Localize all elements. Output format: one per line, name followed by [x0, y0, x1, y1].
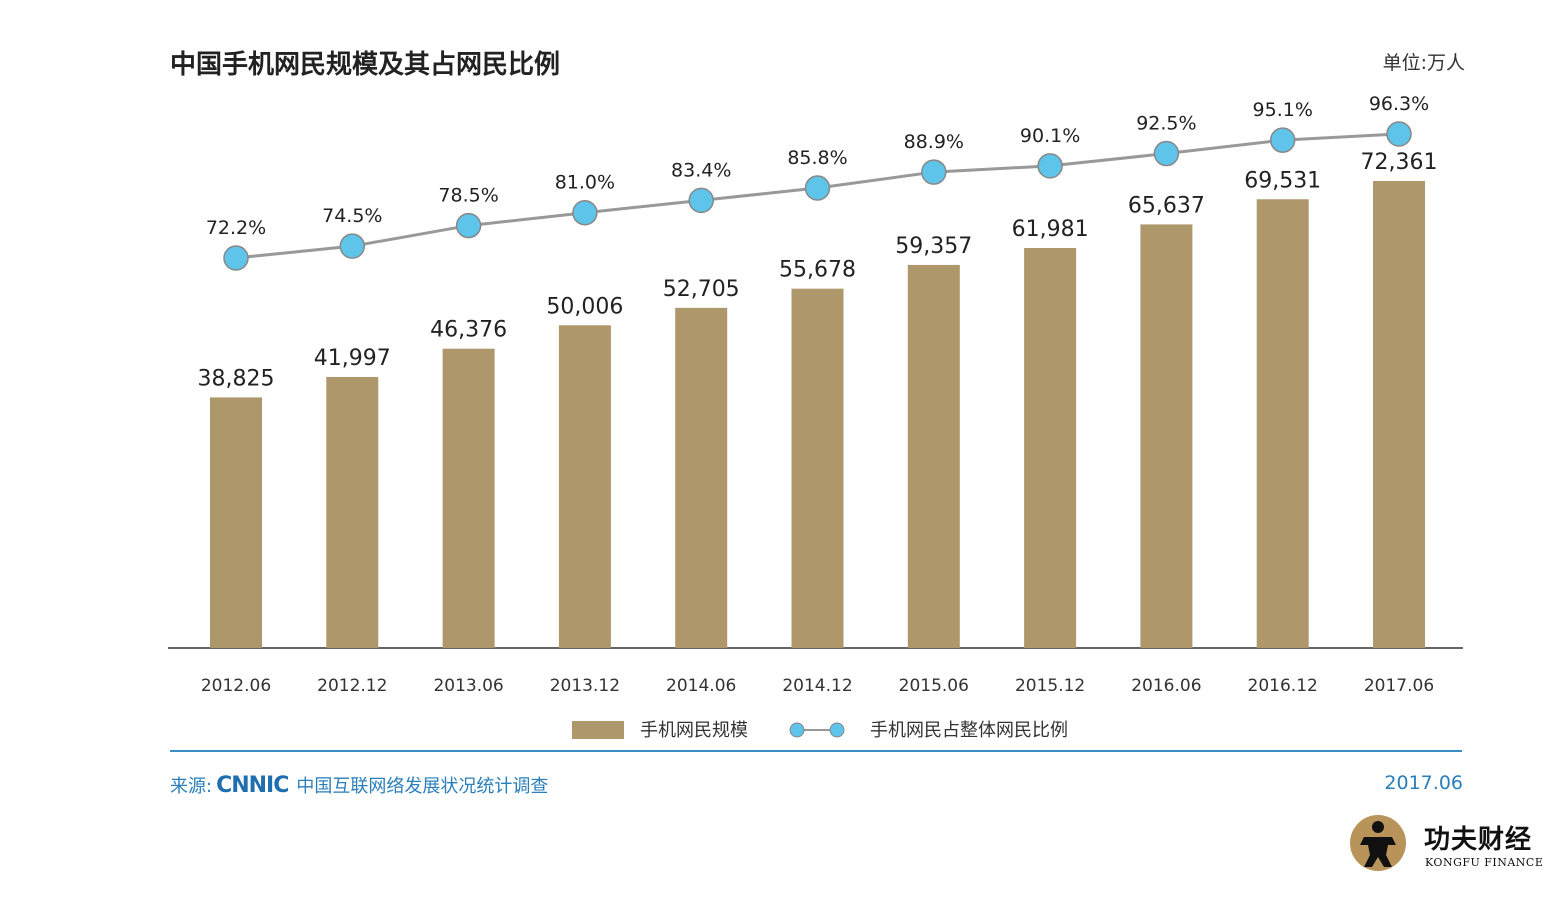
x-tick-label: 2016.12	[1248, 676, 1318, 696]
x-tick-label: 2014.06	[666, 676, 736, 696]
ratio-value-label: 85.8%	[787, 147, 847, 169]
legend-marker-right	[829, 722, 845, 738]
x-tick-label: 2016.06	[1131, 676, 1201, 696]
ratio-point-2012.06	[223, 245, 249, 271]
ratio-value-label: 81.0%	[555, 172, 615, 194]
brand-logo: 功夫财经 KONGFU FINANCE	[1350, 815, 1550, 875]
report-date: 2017.06	[1384, 772, 1463, 794]
kongfu-figure-icon	[1350, 815, 1406, 871]
ratio-point-2015.06	[921, 159, 947, 185]
bar-value-label: 72,361	[1361, 150, 1438, 175]
ratio-value-label: 90.1%	[1020, 125, 1080, 147]
bar-value-label: 69,531	[1244, 168, 1321, 193]
bar-2013.12	[558, 325, 611, 648]
bar-value-label: 50,006	[546, 294, 623, 319]
ratio-point-2012.12	[339, 233, 366, 259]
bar-2016.06	[1140, 224, 1193, 649]
source-divider	[170, 750, 1462, 752]
source-line: 来源: CNNIC 中国互联网络发展状况统计调查	[170, 772, 548, 798]
source-text: 中国互联网络发展状况统计调查	[296, 776, 549, 797]
legend-line-label: 手机网民占整体网民比例	[870, 720, 1068, 741]
ratio-point-2016.12	[1269, 127, 1296, 153]
ratio-point-2013.06	[455, 212, 482, 239]
ratio-value-label: 92.5%	[1136, 113, 1196, 135]
brand-name-cn: 功夫财经	[1424, 825, 1533, 855]
bar-2015.12	[1024, 247, 1077, 648]
brand-name-en: KONGFU FINANCE	[1425, 856, 1544, 869]
x-tick-label: 2012.12	[317, 676, 387, 696]
chart-svg: 38,825 2012.06 41,997 2012.12 46,376 2013.06 5…	[168, 93, 1463, 741]
ratio-point-2015.12	[1037, 153, 1063, 179]
ratio-value-label: 95.1%	[1253, 99, 1313, 121]
bar-2012.06	[210, 397, 262, 648]
x-tick-label: 2015.06	[899, 676, 969, 696]
ratio-value-label: 96.3%	[1369, 93, 1429, 115]
bar-2012.12	[326, 376, 379, 648]
ratio-point-2017.06	[1386, 121, 1412, 147]
chart-title: 中国手机网民规模及其占网民比例	[170, 50, 561, 80]
bar-2015.06	[907, 264, 960, 648]
bar-value-label: 55,678	[779, 258, 856, 283]
bar-2014.06	[675, 307, 728, 648]
cnnic-logo: CNNIC	[216, 772, 289, 798]
source-label: 来源:	[170, 776, 213, 797]
bar-2017.06	[1373, 181, 1425, 648]
ratio-value-label: 74.5%	[322, 205, 382, 227]
bar-value-label: 52,705	[663, 277, 740, 302]
x-tick-label: 2017.06	[1364, 676, 1434, 696]
ratio-point-2013.12	[572, 199, 598, 226]
legend-bar-swatch	[572, 721, 624, 739]
x-tick-label: 2015.12	[1015, 676, 1085, 696]
x-tick-label: 2014.12	[782, 676, 852, 696]
x-tick-label: 2013.12	[550, 676, 620, 696]
bar-value-label: 41,997	[314, 346, 391, 371]
bar-value-label: 65,637	[1128, 193, 1205, 218]
ratio-point-2014.06	[688, 187, 714, 214]
legend-marker-left	[789, 722, 805, 738]
x-tick-label: 2013.06	[433, 676, 503, 696]
bar-value-label: 38,825	[198, 366, 275, 391]
bar-2013.06	[442, 348, 495, 648]
bar-value-label: 59,357	[895, 234, 972, 259]
bar-value-label: 61,981	[1012, 217, 1089, 242]
legend-bar-label: 手机网民规模	[640, 720, 748, 741]
bar-value-label: 46,376	[430, 318, 507, 343]
x-tick-label: 2012.06	[201, 676, 271, 696]
ratio-value-label: 83.4%	[671, 159, 731, 181]
ratio-point-2016.06	[1153, 140, 1180, 167]
ratio-value-label: 72.2%	[206, 217, 266, 239]
bar-2014.12	[791, 288, 844, 648]
ratio-value-label: 88.9%	[904, 131, 964, 153]
unit-label: 单位:万人	[1382, 52, 1465, 74]
ratio-value-label: 78.5%	[438, 185, 498, 207]
bar-2016.12	[1256, 199, 1309, 649]
ratio-point-2014.12	[804, 175, 831, 201]
